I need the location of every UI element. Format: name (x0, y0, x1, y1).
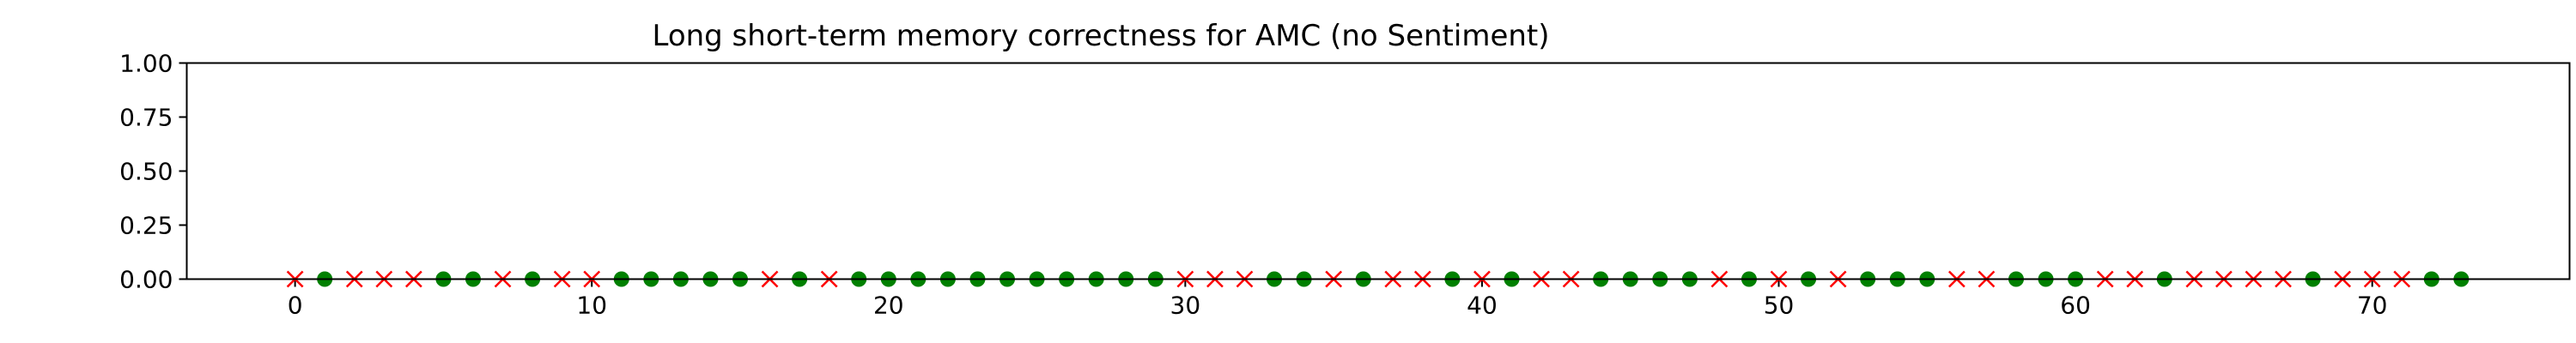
x-tick-label: 40 (1467, 292, 1498, 320)
x-tick-label: 70 (2357, 292, 2388, 320)
x-tick-label: 10 (576, 292, 607, 320)
y-tick-label: 0.25 (119, 212, 173, 240)
plot-frame (185, 62, 2571, 280)
x-tick-label: 30 (1170, 292, 1201, 320)
x-tick-label: 50 (1764, 292, 1795, 320)
y-tick-label: 0.50 (119, 158, 173, 186)
chart-title: Long short-term memory correctness for A… (652, 19, 1549, 53)
x-tick-label: 0 (288, 292, 303, 320)
y-tick-label: 0.75 (119, 104, 173, 132)
y-tick-label: 1.00 (119, 50, 173, 78)
x-tick-label: 20 (873, 292, 904, 320)
x-tick-label: 60 (2060, 292, 2091, 320)
y-tick-label: 0.00 (119, 266, 173, 294)
